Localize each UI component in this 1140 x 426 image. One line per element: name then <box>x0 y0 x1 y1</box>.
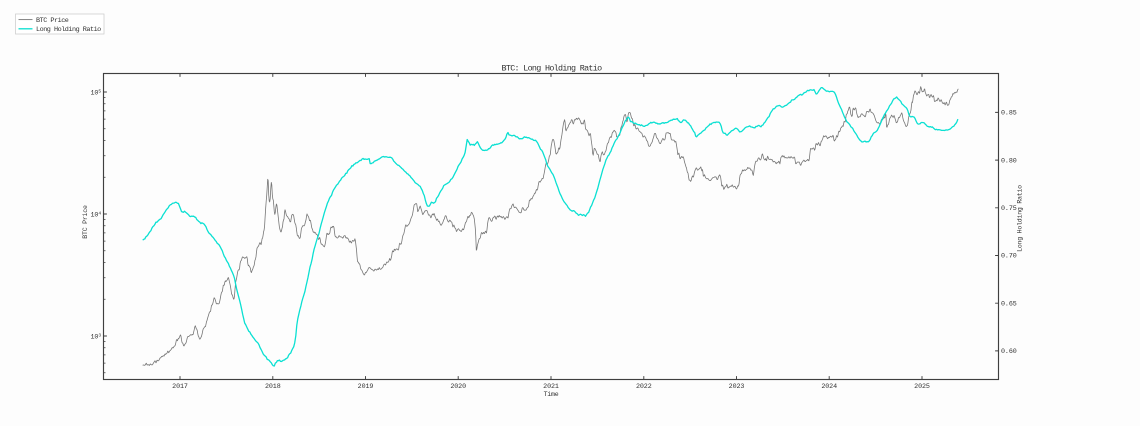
svg-text:0.60: 0.60 <box>1001 348 1017 356</box>
svg-text:2021: 2021 <box>543 383 559 391</box>
svg-text:BTC Price: BTC Price <box>82 205 89 239</box>
svg-text:0.65: 0.65 <box>1001 300 1017 308</box>
svg-text:2020: 2020 <box>450 383 466 391</box>
svg-text:0.75: 0.75 <box>1001 205 1017 213</box>
svg-text:2019: 2019 <box>358 383 374 391</box>
svg-text:2018: 2018 <box>265 383 281 391</box>
svg-text:Time: Time <box>544 391 559 398</box>
svg-text:BTC Price: BTC Price <box>36 17 69 25</box>
svg-text:105: 105 <box>91 88 102 97</box>
svg-text:Long Holding Ratio: Long Holding Ratio <box>1017 185 1024 252</box>
svg-text:2022: 2022 <box>636 383 652 391</box>
svg-text:104: 104 <box>91 210 102 219</box>
svg-text:103: 103 <box>91 332 102 341</box>
svg-text:Long Holding Ratio: Long Holding Ratio <box>36 26 101 34</box>
svg-text:0.85: 0.85 <box>1001 110 1017 118</box>
svg-text:0.70: 0.70 <box>1001 253 1017 261</box>
svg-text:2017: 2017 <box>172 383 188 391</box>
svg-text:BTC: Long Holding Ratio: BTC: Long Holding Ratio <box>502 64 603 74</box>
svg-text:2024: 2024 <box>821 383 837 391</box>
svg-text:2023: 2023 <box>729 383 745 391</box>
svg-text:2025: 2025 <box>914 383 930 391</box>
svg-text:0.80: 0.80 <box>1001 157 1017 165</box>
